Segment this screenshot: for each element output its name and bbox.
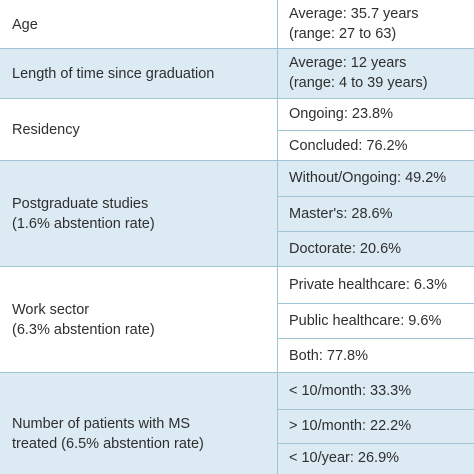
- row-label: Age: [12, 15, 267, 35]
- table-row-ms-patients: Number of patients with MS treated (6.5%…: [0, 373, 474, 474]
- table-row-postgraduate: Postgraduate studies (1.6% abstention ra…: [0, 161, 474, 267]
- value-line: Average: 35.7 years: [289, 6, 419, 22]
- value-cell: Average: 35.7 years (range: 27 to 63): [278, 4, 474, 44]
- value-cell: Without/Ongoing: 49.2%: [278, 161, 474, 196]
- value-line: < 10/year: 26.9%: [289, 450, 400, 466]
- table-row-work-sector: Work sector (6.3% abstention rate) Priva…: [0, 267, 474, 373]
- value-cell: Average: 12 years (range: 4 to 39 years): [278, 53, 474, 93]
- value-line: Ongoing: 23.8%: [289, 106, 393, 122]
- value-line: Public healthcare: 9.6%: [289, 313, 442, 329]
- value-cell: < 10/month: 33.3%: [278, 373, 474, 409]
- value-line: Private healthcare: 6.3%: [289, 277, 447, 293]
- row-label: Number of patients with MS treated (6.5%…: [12, 414, 267, 454]
- row-label-line: Number of patients with MS: [12, 416, 191, 432]
- value-cell: Private healthcare: 6.3%: [278, 267, 474, 303]
- row-label-line: Length of time since graduation: [12, 66, 215, 82]
- row-label: Length of time since graduation: [12, 64, 267, 84]
- value-line: (range: 4 to 39 years): [289, 75, 428, 91]
- row-values: < 10/month: 33.3% > 10/month: 22.2% < 10…: [277, 373, 474, 474]
- value-line: < 10/month: 33.3%: [289, 383, 412, 399]
- value-cell: Concluded: 76.2%: [278, 130, 474, 161]
- row-label-line: Work sector: [12, 302, 90, 318]
- row-label-line: (1.6% abstention rate): [12, 216, 155, 232]
- value-line: Concluded: 76.2%: [289, 138, 408, 154]
- row-values: Average: 12 years (range: 4 to 39 years): [277, 49, 474, 98]
- row-label-line: Residency: [12, 122, 80, 138]
- value-cell: Both: 77.8%: [278, 338, 474, 373]
- value-line: Master's: 28.6%: [289, 206, 393, 222]
- row-values: Without/Ongoing: 49.2% Master's: 28.6% D…: [277, 161, 474, 266]
- row-label-line: Age: [12, 17, 38, 33]
- value-cell: > 10/month: 22.2%: [278, 409, 474, 443]
- value-line: (range: 27 to 63): [289, 26, 397, 42]
- value-line: Average: 12 years: [289, 55, 407, 71]
- value-line: Without/Ongoing: 49.2%: [289, 170, 447, 186]
- value-cell: Public healthcare: 9.6%: [278, 303, 474, 338]
- row-label-line: treated (6.5% abstention rate): [12, 436, 204, 452]
- row-values: Ongoing: 23.8% Concluded: 76.2%: [277, 99, 474, 160]
- row-label-line: Postgraduate studies: [12, 196, 149, 212]
- value-line: Both: 77.8%: [289, 348, 368, 364]
- row-label-line: (6.3% abstention rate): [12, 322, 155, 338]
- value-cell: Ongoing: 23.8%: [278, 99, 474, 130]
- row-values: Average: 35.7 years (range: 27 to 63): [277, 0, 474, 48]
- value-line: Doctorate: 20.6%: [289, 241, 402, 257]
- value-line: > 10/month: 22.2%: [289, 418, 412, 434]
- value-cell: Doctorate: 20.6%: [278, 231, 474, 267]
- table-row-age: Age Average: 35.7 years (range: 27 to 63…: [0, 0, 474, 49]
- row-label: Postgraduate studies (1.6% abstention ra…: [12, 194, 267, 234]
- row-label: Residency: [12, 120, 267, 140]
- row-values: Private healthcare: 6.3% Public healthca…: [277, 267, 474, 372]
- value-cell: Master's: 28.6%: [278, 196, 474, 231]
- row-label: Work sector (6.3% abstention rate): [12, 300, 267, 340]
- table-row-graduation: Length of time since graduation Average:…: [0, 49, 474, 99]
- value-cell: < 10/year: 26.9%: [278, 443, 474, 474]
- table-row-residency: Residency Ongoing: 23.8% Concluded: 76.2…: [0, 99, 474, 161]
